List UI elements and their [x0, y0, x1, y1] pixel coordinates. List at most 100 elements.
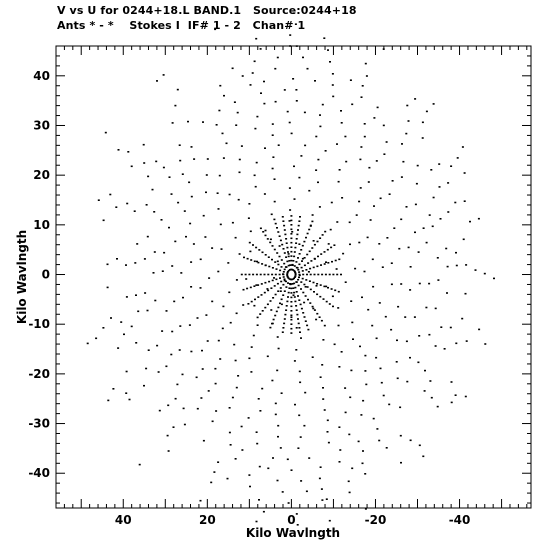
uv-point: [282, 283, 285, 286]
uv-point: [325, 261, 327, 263]
uv-point: [225, 142, 228, 145]
uv-point: [402, 160, 405, 163]
uv-point: [283, 322, 286, 325]
uv-point: [313, 257, 316, 260]
uv-point: [276, 369, 279, 372]
uv-point: [323, 409, 326, 411]
uv-point: [409, 356, 411, 359]
uv-point: [326, 419, 329, 422]
uv-point: [357, 440, 360, 443]
uv-point: [306, 286, 309, 288]
uv-point: [283, 262, 286, 265]
uv-point: [173, 300, 176, 303]
uv-point: [405, 206, 408, 208]
uv-point: [290, 219, 293, 222]
uv-point: [443, 348, 446, 350]
uv-point: [125, 264, 127, 266]
uv-point: [274, 413, 277, 416]
uv-point: [271, 134, 274, 136]
uv-point: [319, 114, 321, 116]
uv-point: [130, 165, 133, 168]
uv-point: [254, 127, 257, 130]
uv-point: [256, 442, 259, 445]
uv-point: [249, 485, 251, 488]
uv-point: [382, 48, 385, 50]
chart-subtitle: Ants * - * Stokes I IF# 1 - 2 Chan# 1: [57, 19, 306, 32]
uv-point: [306, 67, 309, 70]
uv-point: [250, 259, 253, 261]
uv-point: [465, 340, 468, 342]
uv-point: [362, 450, 364, 452]
uv-point: [279, 447, 282, 449]
uv-point: [428, 282, 431, 285]
uv-point: [267, 467, 270, 470]
uv-point: [344, 135, 347, 138]
uv-point: [162, 166, 165, 169]
uv-point: [218, 109, 221, 112]
uv-point: [455, 342, 458, 345]
uv-point: [307, 262, 310, 264]
uv-point: [290, 314, 293, 317]
uv-point: [201, 349, 203, 352]
uv-point: [362, 399, 365, 402]
uv-point: [234, 236, 237, 239]
uv-point: [327, 49, 329, 51]
uv-point: [337, 307, 340, 309]
uv-point: [338, 461, 341, 463]
uv-point: [248, 203, 251, 205]
uv-point: [428, 333, 431, 336]
uv-point: [349, 396, 352, 399]
uv-point: [430, 396, 433, 399]
uv-point: [153, 251, 156, 253]
uv-point: [297, 278, 300, 281]
uv-point: [300, 155, 303, 157]
y-axis-label: Kilo Wavlngth: [15, 230, 29, 324]
uv-point: [183, 423, 186, 426]
uv-point: [325, 285, 328, 288]
uv-point: [305, 490, 308, 493]
uv-point: [295, 238, 298, 240]
uv-point: [271, 167, 274, 170]
uv-point: [290, 259, 293, 262]
uv-point: [331, 73, 334, 75]
uv-point: [202, 439, 205, 442]
uv-point: [278, 235, 281, 237]
uv-point: [211, 300, 214, 303]
uv-point: [303, 316, 306, 318]
uv-point: [293, 291, 296, 294]
uv-point: [295, 309, 298, 311]
uv-point: [285, 266, 288, 268]
uv-point: [290, 132, 293, 135]
uv-point: [400, 283, 403, 285]
uv-point: [298, 263, 301, 266]
uv-point: [421, 137, 424, 139]
uv-point: [217, 339, 220, 342]
data-points: [86, 12, 495, 526]
uv-point: [327, 286, 329, 289]
uv-point: [434, 345, 437, 347]
uv-point: [199, 499, 202, 502]
uv-point: [299, 303, 302, 306]
uv-point: [320, 488, 323, 490]
uv-point: [231, 67, 234, 70]
uv-point: [430, 169, 433, 171]
uv-point: [379, 367, 382, 370]
uv-point: [360, 96, 363, 98]
uv-point: [360, 146, 363, 148]
uv-point: [289, 283, 291, 285]
uv-point: [285, 280, 287, 283]
uv-point: [321, 103, 324, 106]
uv-point: [344, 281, 347, 283]
uv-point: [295, 242, 298, 244]
uv-point: [369, 219, 372, 221]
uv-point: [272, 457, 274, 459]
uv-point: [368, 166, 371, 169]
uv-point: [298, 176, 301, 179]
uv-point: [215, 410, 218, 412]
uv-point: [269, 326, 272, 329]
uv-point: [240, 273, 243, 276]
uv-point: [226, 477, 229, 480]
y-tick-label: 0: [42, 268, 50, 282]
uv-point: [428, 214, 431, 216]
uv-point: [274, 293, 277, 296]
